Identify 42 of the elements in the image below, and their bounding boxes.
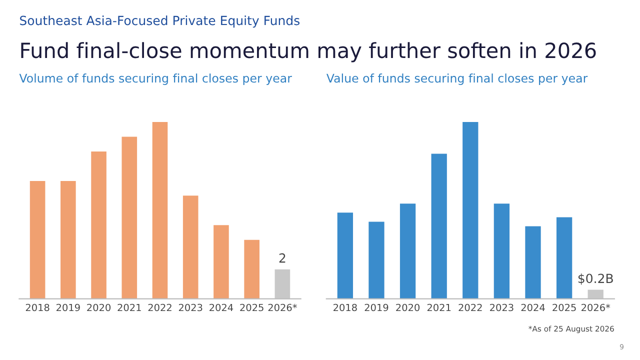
x-tick-label: 2018 [26,304,50,312]
bar [274,269,290,299]
x-tick-label: 2022 [148,304,172,312]
x-tick-label: 2026* [268,304,297,312]
data-label: 2 [279,253,286,263]
bar [182,196,198,299]
bar [556,217,572,299]
x-tick-label: 2022 [458,304,482,312]
x-tick-label: 2023 [178,304,202,312]
x-tick-label: 2021 [427,304,451,312]
chart-title: Value of funds securing final closes per year [326,74,588,85]
bar [462,122,478,299]
data-label: $0.2B [578,273,613,285]
text: Fund final-close momentum may further soften in 2026 [21,42,596,62]
bar [368,222,384,299]
x-tick-label: 2026* [582,304,610,312]
bar [400,204,416,299]
bar [152,122,168,299]
x-tick-label: 2019 [56,304,80,312]
x-tick-label: 2018 [334,304,357,312]
text: Southeast Asia-Focused Private Equity Funds [20,16,300,28]
bar [91,151,106,299]
x-tick-label: 2024 [210,304,234,312]
x-tick-label: 2025 [552,304,576,312]
bar [214,225,229,299]
x-tick-label: 2024 [521,304,545,312]
bar [431,154,447,299]
x-tick-label: 2021 [118,304,141,312]
x-tick-label: 2019 [364,304,388,312]
bar [494,204,510,299]
x-tick-label: 2020 [396,304,420,312]
bar [244,240,260,299]
bar [525,226,541,299]
bar [337,212,354,299]
x-tick-label: 2023 [490,304,514,312]
bar [30,180,46,299]
chart-title: Volume of funds securing final closes per year [19,74,292,85]
bar [60,180,76,299]
x-tick-label: 2025 [240,304,264,312]
bar [588,290,604,299]
bar [122,136,138,299]
x-tick-label: 2020 [87,304,111,312]
